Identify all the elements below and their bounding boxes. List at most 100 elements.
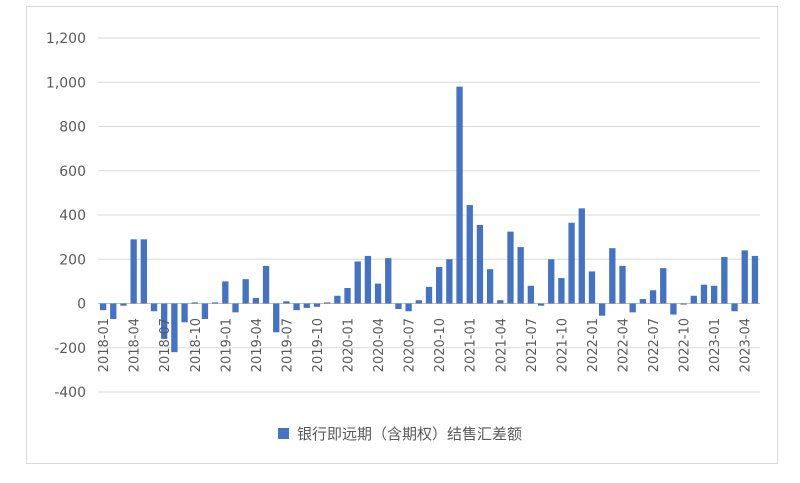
bar xyxy=(609,248,616,304)
x-tick-label: 2023-01 xyxy=(708,318,723,372)
bar xyxy=(598,303,606,316)
bar xyxy=(721,257,728,304)
x-tick-label: 2018-10 xyxy=(189,318,204,372)
y-tick-label: 0 xyxy=(77,297,86,313)
bar xyxy=(313,303,321,307)
x-tick-label: 2021-04 xyxy=(494,318,509,372)
x-tick-label: 2020-01 xyxy=(342,318,357,372)
bar xyxy=(120,303,127,306)
bar xyxy=(639,299,647,304)
x-tick-label: 2019-10 xyxy=(311,318,326,372)
bar xyxy=(670,303,677,315)
bar xyxy=(283,301,290,304)
bar xyxy=(660,268,667,304)
x-tick-label: 2018-01 xyxy=(97,318,112,372)
bar xyxy=(323,302,331,304)
bar xyxy=(558,278,565,304)
bar xyxy=(344,288,351,304)
bar xyxy=(700,284,708,304)
gridlines xyxy=(98,37,760,393)
x-tick-label: 2021-10 xyxy=(555,318,570,372)
y-tick-label: 1,000 xyxy=(46,75,86,91)
bar xyxy=(110,303,117,319)
bar xyxy=(201,303,209,319)
bar xyxy=(191,302,198,304)
bar xyxy=(486,269,494,304)
bar xyxy=(517,247,524,304)
legend: 银行即远期（含期权）结售汇差额 xyxy=(0,423,800,444)
bar xyxy=(619,265,626,304)
bar xyxy=(150,303,158,312)
bar xyxy=(568,222,575,304)
bar xyxy=(629,303,636,313)
bar xyxy=(711,285,718,304)
x-tick-label: 2020-10 xyxy=(433,318,448,372)
y-axis-tick-labels: 1,200 1,000 800 600 400 200 0 -200 -400 xyxy=(46,31,86,401)
bar xyxy=(466,205,473,304)
bar xyxy=(680,303,687,305)
bar xyxy=(649,290,657,304)
bar xyxy=(527,285,535,304)
bar xyxy=(578,208,585,304)
y-tick-label: 1,200 xyxy=(46,31,86,47)
y-tick-label: 200 xyxy=(59,252,86,268)
x-tick-label: 2019-01 xyxy=(219,318,234,372)
bar xyxy=(507,231,514,304)
y-tick-label: 400 xyxy=(59,208,86,224)
y-tick-label: 800 xyxy=(59,120,86,136)
bar xyxy=(242,279,249,304)
y-tick-label: -400 xyxy=(54,385,86,401)
y-tick-label: 600 xyxy=(59,164,86,180)
bar xyxy=(751,255,759,304)
bar xyxy=(405,303,412,312)
bar xyxy=(476,224,484,304)
x-tick-label: 2022-04 xyxy=(617,318,632,372)
bar xyxy=(222,281,229,304)
bar xyxy=(497,300,504,304)
bar xyxy=(425,286,433,304)
x-tick-label: 2020-07 xyxy=(403,318,418,372)
bar xyxy=(99,303,107,311)
bar xyxy=(161,303,168,339)
bar xyxy=(690,295,697,304)
bar xyxy=(741,250,748,304)
bar xyxy=(395,303,402,310)
x-axis-tick-labels: 2018-01 2018-04 2018-07 2018-10 2019-01 2019-… xyxy=(97,318,754,372)
bar xyxy=(211,302,219,304)
x-tick-label: 2021-01 xyxy=(464,318,479,372)
bar xyxy=(354,261,361,304)
bar xyxy=(537,303,545,306)
bar xyxy=(252,297,260,304)
bar xyxy=(548,259,555,304)
bar xyxy=(415,300,422,304)
x-tick-label: 2018-07 xyxy=(158,318,173,372)
x-tick-label: 2022-10 xyxy=(678,318,693,372)
bar xyxy=(731,303,738,312)
bar xyxy=(334,295,341,304)
bar xyxy=(374,283,382,304)
bar xyxy=(262,265,270,304)
x-tick-label: 2022-07 xyxy=(647,318,662,372)
bar xyxy=(171,303,178,353)
y-tick-label: -200 xyxy=(54,341,86,357)
bar xyxy=(446,259,453,304)
bar xyxy=(273,303,280,333)
x-tick-label: 2023-04 xyxy=(739,318,754,372)
legend-label: 银行即远期（含期权）结售汇差额 xyxy=(296,425,522,443)
bar xyxy=(436,266,443,304)
bar xyxy=(456,86,463,304)
bar xyxy=(232,303,239,313)
bar xyxy=(385,258,392,304)
x-tick-label: 2019-04 xyxy=(250,318,265,372)
bars xyxy=(99,86,759,353)
bar xyxy=(140,239,147,304)
bar xyxy=(181,303,188,323)
x-tick-label: 2021-07 xyxy=(525,318,540,372)
legend-swatch xyxy=(277,428,289,439)
bar xyxy=(588,271,596,304)
x-tick-label: 2018-04 xyxy=(128,318,143,372)
x-tick-label: 2020-04 xyxy=(372,318,387,372)
x-tick-label: 2019-07 xyxy=(280,318,295,372)
x-tick-label: 2022-01 xyxy=(586,318,601,372)
